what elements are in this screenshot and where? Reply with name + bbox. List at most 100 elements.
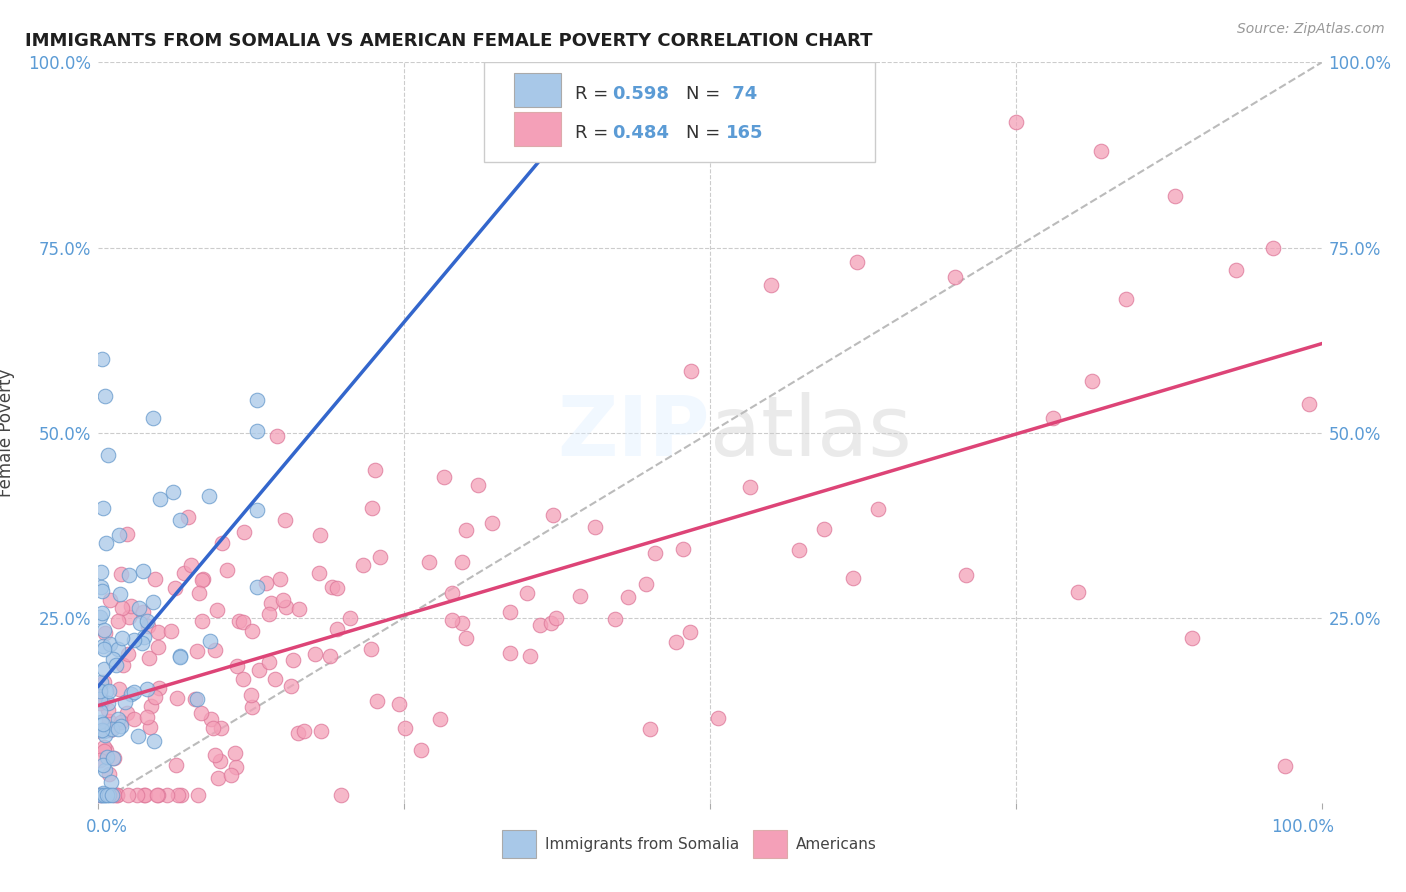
Point (388, 698, 411, 712)
Point (91, 351, 114, 366)
Point (132, 789, 155, 803)
Point (450, 555, 472, 569)
Point (226, 658, 249, 673)
Point (101, 651, 124, 665)
Point (120, 687, 142, 701)
Point (276, 599, 298, 614)
Text: Americans: Americans (796, 837, 876, 852)
Point (842, 571, 865, 585)
Point (90, 674, 112, 689)
Point (1042, 410, 1064, 425)
Point (256, 576, 278, 591)
Point (186, 644, 208, 658)
Point (225, 759, 247, 773)
Point (111, 601, 134, 615)
Point (108, 528, 131, 542)
Point (90, 580, 112, 594)
Point (89, 684, 111, 698)
Point (94, 763, 117, 777)
Point (260, 596, 283, 610)
Point (93, 675, 115, 690)
Point (108, 586, 131, 600)
Point (232, 672, 254, 686)
Point (166, 691, 188, 706)
Point (287, 726, 309, 740)
Point (813, 522, 835, 536)
Point (366, 693, 388, 707)
Point (169, 648, 191, 663)
Text: 0.484: 0.484 (612, 124, 669, 142)
Point (91, 723, 114, 738)
Point (90, 606, 112, 620)
Point (169, 513, 191, 527)
Point (1115, 293, 1137, 307)
Point (634, 577, 657, 591)
Point (308, 566, 330, 580)
Point (200, 712, 222, 726)
Point (519, 649, 541, 664)
Point (1274, 758, 1296, 772)
Point (193, 573, 215, 587)
Point (101, 722, 124, 736)
Point (190, 706, 212, 720)
Text: R =: R = (575, 86, 614, 103)
Point (546, 611, 568, 625)
Point (148, 640, 170, 654)
Point (89, 753, 111, 767)
Point (132, 564, 155, 578)
Point (1004, 114, 1026, 128)
Point (325, 581, 347, 595)
Point (91, 500, 114, 515)
Point (264, 672, 287, 686)
Point (204, 643, 226, 657)
Point (156, 789, 179, 803)
Point (325, 622, 347, 636)
Point (955, 567, 977, 582)
Point (1298, 396, 1320, 410)
Point (107, 712, 129, 726)
Point (142, 410, 165, 425)
Point (103, 751, 125, 765)
Text: Source: ZipAtlas.com: Source: ZipAtlas.com (1237, 22, 1385, 37)
Point (868, 502, 890, 516)
Bar (515, 73, 561, 107)
Point (368, 549, 391, 564)
Point (163, 581, 186, 595)
Point (93, 744, 115, 758)
Point (89, 704, 111, 718)
Point (89, 696, 111, 710)
Point (139, 720, 162, 734)
Point (233, 525, 256, 540)
Point (271, 593, 294, 607)
Point (529, 617, 551, 632)
Point (122, 712, 145, 726)
Point (467, 478, 489, 492)
Point (740, 480, 762, 494)
Point (454, 524, 477, 538)
Point (91, 692, 114, 706)
Point (111, 632, 134, 646)
Point (117, 789, 139, 803)
Point (108, 681, 131, 696)
Point (321, 580, 343, 594)
Point (91, 758, 114, 772)
Point (132, 630, 155, 644)
Point (1090, 145, 1112, 159)
Point (1067, 585, 1090, 599)
Point (160, 624, 183, 638)
Point (98, 789, 121, 803)
Point (187, 789, 209, 803)
Point (118, 568, 141, 582)
Point (107, 614, 129, 628)
Text: 0.598: 0.598 (612, 86, 669, 103)
Point (134, 789, 156, 803)
Point (583, 520, 606, 534)
Text: 74: 74 (725, 86, 758, 103)
Point (110, 719, 132, 733)
Text: 165: 165 (725, 124, 763, 142)
Point (93, 723, 115, 738)
Point (433, 469, 456, 483)
Point (90, 714, 112, 729)
FancyBboxPatch shape (484, 62, 875, 162)
Point (136, 614, 159, 628)
